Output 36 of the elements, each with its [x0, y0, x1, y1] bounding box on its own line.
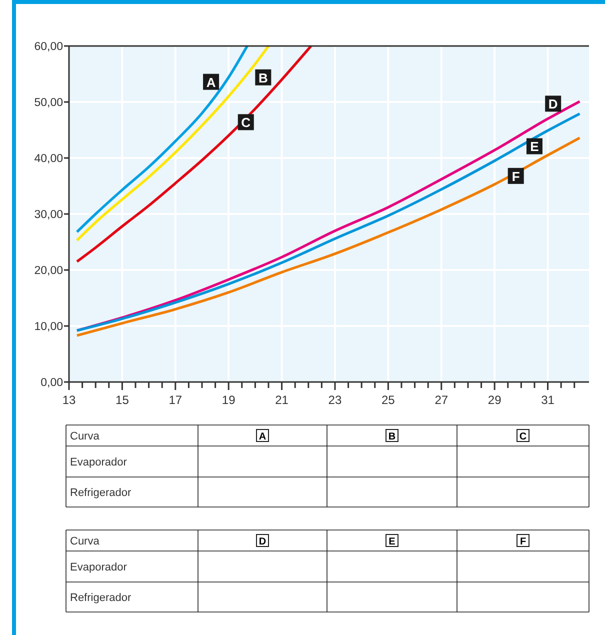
- text: E: [388, 536, 396, 548]
- text: F: [520, 536, 526, 548]
- x-tick-label: 15: [116, 393, 130, 407]
- text: Evaporador: [70, 456, 128, 468]
- text: D: [258, 536, 266, 548]
- text: Curva: [70, 430, 100, 442]
- line-series: [76, 44, 312, 263]
- text: Evaporador: [70, 562, 127, 574]
- annotation: E: [530, 139, 540, 154]
- y-tick-label: 0,00: [40, 377, 63, 389]
- y-tick-label: 50,00: [34, 97, 63, 109]
- y-tick-label: 20,00: [34, 265, 63, 277]
- text: Refrigerador: [70, 592, 132, 604]
- annotation: B: [258, 70, 268, 86]
- x-tick-label: 17: [168, 393, 182, 407]
- x-tick-label: 29: [488, 393, 502, 407]
- x-tick-label: 13: [62, 393, 76, 407]
- text: Curva: [70, 536, 100, 548]
- y-tick-label: 40,00: [34, 153, 63, 165]
- y-tick-label: 30,00: [34, 209, 63, 221]
- x-tick-label: 27: [434, 393, 448, 407]
- text: A: [258, 432, 266, 442]
- x-tick-label: 21: [275, 393, 289, 407]
- x-tick-label: 31: [541, 393, 555, 407]
- annotation: F: [512, 168, 520, 184]
- annotation: C: [241, 115, 252, 130]
- x-tick-label: 19: [222, 393, 236, 407]
- x-tick-label: 23: [328, 393, 342, 407]
- annotation: A: [206, 74, 216, 90]
- text: C: [519, 432, 527, 442]
- x-tick-label: 25: [382, 393, 396, 407]
- text: Refrigerador: [70, 487, 132, 499]
- y-tick-label: 60,00: [34, 41, 63, 53]
- y-tick-label: 10,00: [34, 321, 63, 333]
- text: B: [388, 432, 396, 442]
- annotation: D: [548, 96, 558, 112]
